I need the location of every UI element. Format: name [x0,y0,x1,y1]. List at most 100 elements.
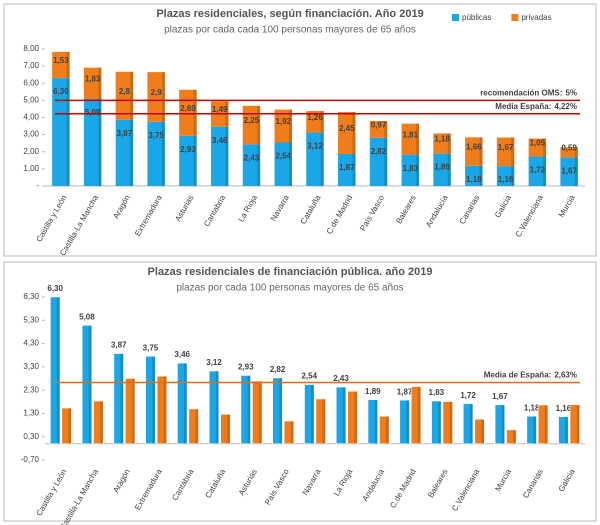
bar [474,419,485,444]
bar [431,400,442,444]
bar-side [183,363,187,444]
bar [145,356,156,444]
data-label: 1,49 [212,105,228,114]
bar [569,404,580,444]
y-tick-label: 6,00 [23,78,39,87]
bar [283,420,294,444]
y-tick-label: 2,00 [23,147,39,156]
data-label: 2,54 [301,372,317,381]
bar-side [501,404,505,444]
bar-segment [401,123,420,155]
bar [113,353,124,444]
bar-side [100,401,104,444]
bar-side [374,399,378,444]
bar-segment [465,165,483,186]
bar-side [161,121,165,186]
bar-side [320,110,324,133]
bar-segment [401,154,420,186]
bar-segment [306,110,324,133]
bar-side [384,121,388,138]
bar-side [469,403,473,444]
bar-side [227,414,231,444]
bar-side [354,391,358,444]
data-label: 1,83 [403,164,419,173]
data-label: 2,43 [333,374,349,383]
bar-segment [274,109,292,143]
y-tick-label: 3,30 [23,362,39,371]
bar-side [288,109,292,143]
bar [315,398,326,444]
bar [399,399,410,444]
annotation-value: 5% [565,88,577,97]
bar-side [574,157,578,186]
data-label: 1,26 [307,113,323,122]
data-label: 2,93 [180,145,196,154]
data-label: 2,25 [244,116,260,125]
bar-side [513,429,517,444]
bar-side [574,147,578,158]
bar [336,386,347,444]
bar-segment [83,67,102,100]
bar-segment [147,121,165,186]
bar [125,378,136,444]
bar-side [279,378,283,444]
data-label: 2,82 [270,365,286,374]
bar-segment [52,51,70,79]
y-tick-label: 1,00 [23,164,39,173]
bar-side [88,325,92,444]
bar-side [416,154,420,186]
bar-side [195,409,199,444]
bar-side [576,404,580,444]
bar-side [533,416,537,444]
bar-segment [179,89,197,136]
bar-segment [179,135,197,186]
bar-segment [433,153,451,186]
y-tick-label: 5,00 [23,95,39,104]
bar-side [438,401,442,444]
bar-side [543,138,547,157]
bar [272,377,283,444]
chart-frame [3,261,597,522]
y-tick-label: 6,30 [23,292,39,301]
bar-segment [528,138,547,157]
data-label: 1,92 [275,117,291,126]
y-tick-label: 5,30 [23,315,39,324]
y-tick-label: 0,30 [23,432,39,441]
data-label: 1,87 [397,387,413,396]
bar-segment [115,119,134,186]
bar-side [449,401,453,444]
chart-subtitle: plazas por cada 100 personas mayores de … [176,283,403,294]
chart-title: Plazas residenciales de financiación púb… [148,266,433,278]
bar-side [130,71,134,120]
bar-segment [496,166,515,186]
bar-side [68,408,72,444]
data-label: 1,67 [492,392,508,401]
data-label: 1,66 [466,143,482,152]
bar [177,362,188,444]
bar-segment [242,144,261,186]
bar-side [320,132,324,186]
chart-frame [3,3,597,257]
data-label: 2,82 [371,147,387,156]
bar-segment [369,137,388,186]
data-label: 1,18 [466,175,482,184]
data-label: 3,12 [307,142,323,151]
bar-side [447,133,451,154]
bar-side [120,353,124,444]
bar-side [161,72,165,122]
bar [367,399,378,444]
bar-side [193,89,197,136]
data-label: 2,93 [238,363,254,372]
y-tick-label: 3,00 [23,130,39,139]
data-label: 0,59 [561,143,577,152]
bar-segment [560,147,578,158]
bar-side [258,381,262,444]
bar [494,404,505,444]
bar-side [543,156,547,186]
bar-side [384,137,388,186]
data-label: 6,30 [47,284,63,293]
data-label: 1,89 [365,387,381,396]
bar-segment [274,142,292,186]
bar-segment [465,137,483,166]
